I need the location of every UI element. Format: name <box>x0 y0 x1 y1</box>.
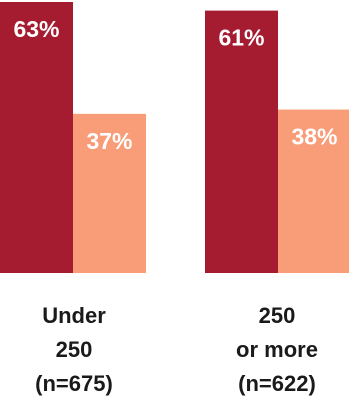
bar-series2-cat2 <box>278 109 349 274</box>
category-label-1-line-1: Under <box>42 303 106 328</box>
category-label-1-line-3: (n=675) <box>35 371 113 396</box>
category-label-2-line-2: or more <box>236 337 318 362</box>
bars-group <box>0 2 349 274</box>
bar-series2-cat1 <box>73 113 146 273</box>
bar-series1-cat2 <box>205 10 278 273</box>
category-label-2-line-1: 250 <box>259 303 296 328</box>
bar-labels-group: 63% 61% 37% 38% <box>13 16 337 154</box>
data-label-series1-cat1: 63% <box>13 16 59 42</box>
data-label-series1-cat2: 61% <box>218 25 264 51</box>
data-label-series2-cat2: 38% <box>291 124 337 150</box>
bar-series1-cat1 <box>0 2 73 273</box>
data-label-series2-cat1: 37% <box>86 128 132 154</box>
category-label-1-line-2: 250 <box>56 337 93 362</box>
category-label-2-line-3: (n=622) <box>238 371 316 396</box>
category-labels-group: Under 250 (n=675) 250 or more (n=622) <box>35 303 318 396</box>
